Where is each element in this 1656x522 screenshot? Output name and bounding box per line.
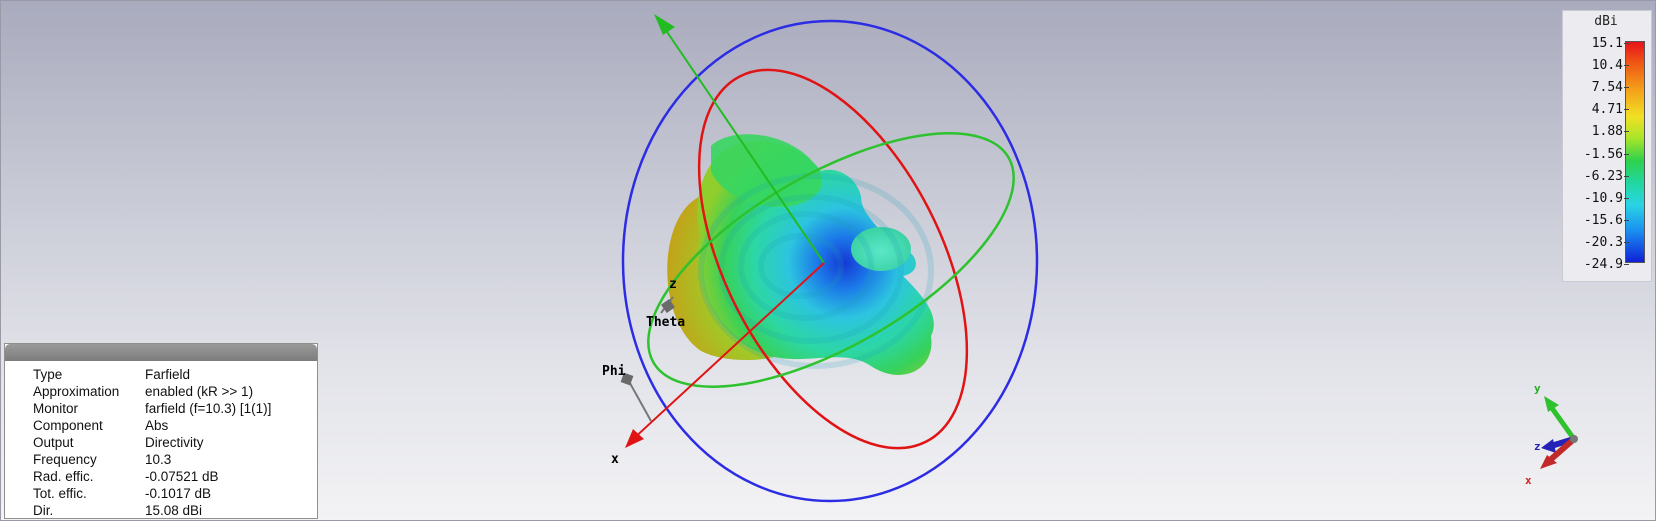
legend-tick: -15.6 — [1565, 213, 1629, 228]
phi-marker — [620, 372, 634, 386]
legend-tick: -10.9 — [1565, 191, 1629, 206]
x-axis-arrow — [630, 262, 825, 442]
info-value: Farfield — [145, 367, 191, 382]
legend-tick: -6.23 — [1565, 169, 1629, 184]
phi-label: Phi — [602, 364, 626, 379]
orientation-triad: y z x — [1525, 382, 1578, 487]
info-value: -0.1017 dB — [145, 486, 212, 501]
theta-circle-blue — [621, 19, 1039, 503]
phi-circle-red — [697, 68, 969, 450]
info-key: Dir. — [33, 503, 54, 518]
info-value: Directivity — [145, 435, 204, 450]
legend-tick: -1.56 — [1565, 147, 1629, 162]
info-key: Component — [33, 418, 103, 433]
color-scale-legend: dBi 15.1 10.4 7.54 4.71 1.88 -1.56 -6.23 -10.9 -… — [1562, 10, 1652, 282]
legend-tick: 10.4 — [1565, 59, 1629, 73]
info-key: Frequency — [33, 452, 97, 467]
triad-x-label: x — [1525, 474, 1532, 487]
info-value: -0.07521 dB — [145, 469, 219, 484]
z-axis-label: z — [669, 277, 677, 292]
x-axis-arrowhead — [625, 429, 644, 448]
info-key: Type — [33, 367, 63, 382]
info-key: Monitor — [33, 401, 79, 416]
info-value: 15.08 dBi — [145, 503, 203, 518]
legend-unit: dBi — [1594, 14, 1618, 29]
top-lobe — [711, 134, 822, 207]
legend-tick: 4.71 — [1565, 103, 1629, 117]
x-axis-label: x — [611, 452, 619, 467]
info-key: Tot. effic. — [33, 486, 87, 501]
info-key: Approximation — [33, 384, 120, 399]
theta-label: Theta — [646, 315, 685, 330]
legend-tick: -24.9 — [1565, 258, 1629, 272]
info-value: enabled (kR >> 1) — [145, 384, 254, 399]
triad-y-label: y — [1534, 382, 1541, 395]
info-key: Output — [33, 435, 74, 450]
info-value: 10.3 — [145, 452, 172, 467]
info-value: farfield (f=10.3) [1(1)] — [145, 401, 272, 416]
legend-tick: 1.88 — [1565, 125, 1629, 139]
info-panel-header[interactable] — [5, 344, 317, 361]
y-axis-arrowhead — [654, 14, 675, 35]
farfield-info-panel: Type Farfield Approximation enabled (kR >> … — [4, 343, 318, 519]
theta-marker — [661, 299, 675, 313]
phi-circle-green — [647, 132, 1015, 388]
legend-tick: 15.1 — [1565, 37, 1629, 51]
legend-tick: -20.3 — [1565, 235, 1629, 250]
y-axis-arrow — [660, 22, 825, 264]
side-lobe-bump — [851, 227, 911, 271]
legend-color-bar — [1625, 41, 1645, 263]
legend-tick: 7.54 — [1565, 81, 1629, 95]
radiation-pattern-3d — [667, 134, 934, 375]
info-key: Rad. effic. — [33, 469, 94, 484]
info-value: Abs — [145, 418, 169, 433]
triad-z-label: z — [1534, 440, 1541, 453]
